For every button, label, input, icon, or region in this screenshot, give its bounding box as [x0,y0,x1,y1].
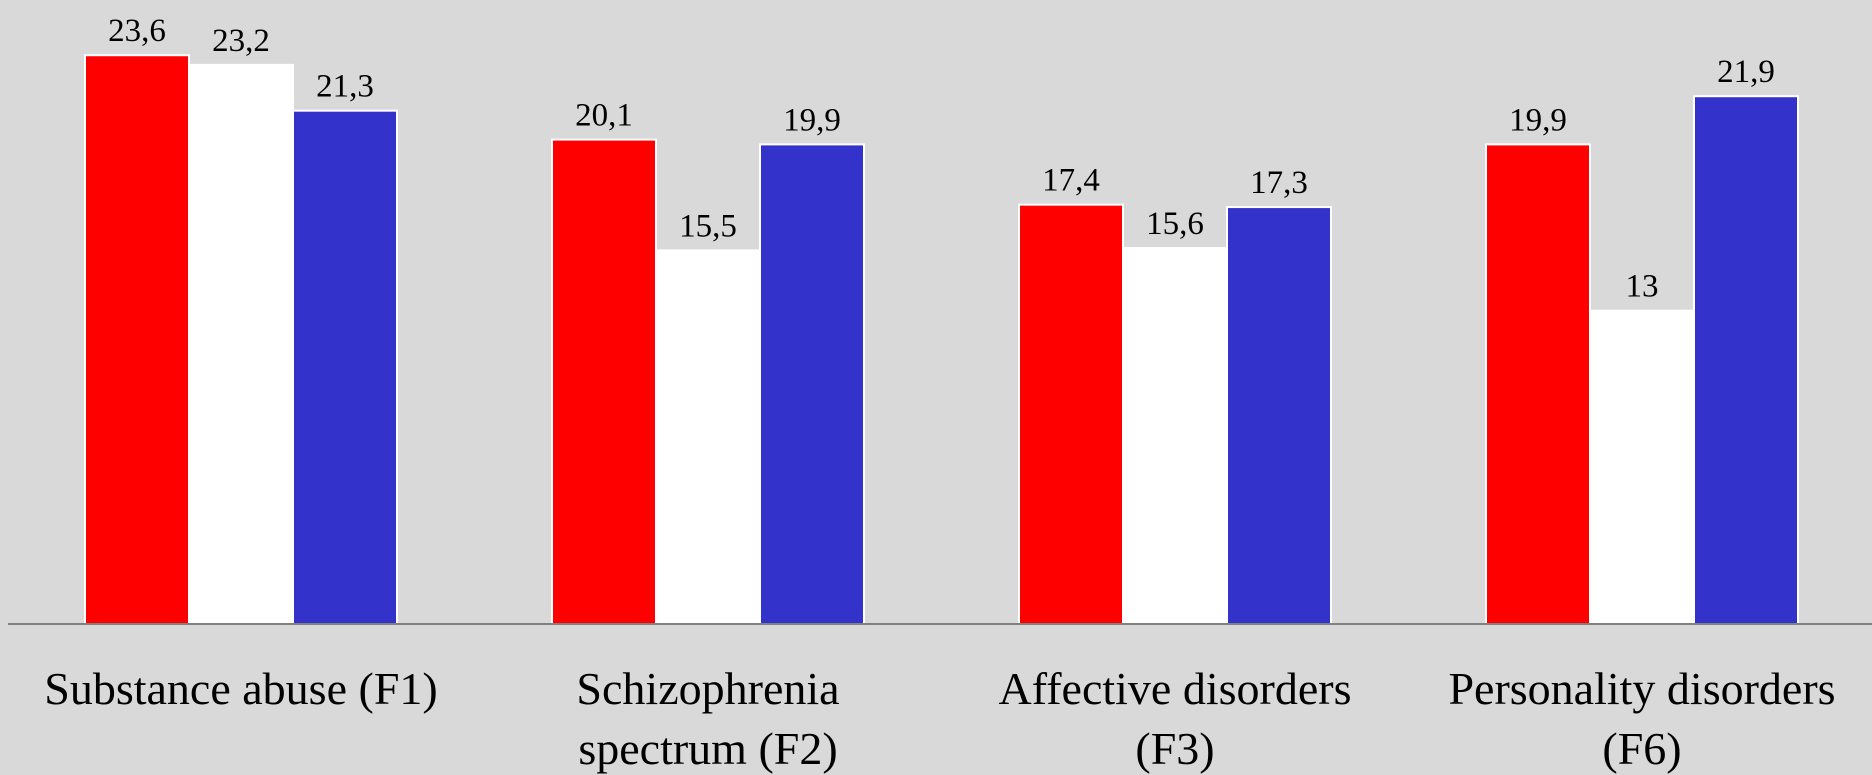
value-label-s3-c1: 21,3 [316,69,374,105]
value-label-s3-c2: 19,9 [783,102,841,138]
bar-s3-c1 [292,109,398,626]
category-labels-layer: Substance abuse (F1) Schizophrenia spectru… [44,663,1835,774]
value-label-s1-c4: 19,9 [1509,102,1567,138]
category-label-3: Affective disorders (F3) [999,663,1352,774]
value-label-s1-c1: 23,6 [108,13,166,49]
value-label-s1-c2: 20,1 [575,98,633,134]
value-label-s2-c1: 23,2 [212,23,270,59]
value-label-s2-c3: 15,6 [1146,206,1204,242]
value-label-s3-c4: 21,9 [1717,54,1775,90]
category-label-2: Schizophrenia spectrum (F2) [576,663,839,774]
value-label-s3-c3: 17,3 [1250,165,1308,201]
bar-s2-c4 [1589,309,1695,625]
bar-s3-c2 [759,143,865,625]
bar-s1-c3 [1018,203,1124,625]
value-labels-layer: 23,6 20,1 17,4 19,9 23,2 15,5 15,6 13 21,3 19,9 17… [108,13,1775,304]
bar-s2-c1 [188,63,294,625]
value-label-s1-c3: 17,4 [1042,163,1100,199]
bar-s2-c3 [1122,247,1228,625]
bars-layer [84,54,1799,626]
bar-s1-c4 [1485,143,1591,625]
category-label-1: Substance abuse (F1) [44,663,437,714]
value-label-s2-c4: 13 [1626,269,1659,305]
bar-s1-c1 [84,54,190,626]
category-label-4: Personality disorders (F6) [1448,663,1835,774]
value-label-s2-c2: 15,5 [679,208,737,244]
bar-s2-c2 [655,249,761,625]
bar-s3-c4 [1693,95,1799,625]
bar-s3-c3 [1226,206,1332,625]
bar-s1-c2 [551,138,657,625]
